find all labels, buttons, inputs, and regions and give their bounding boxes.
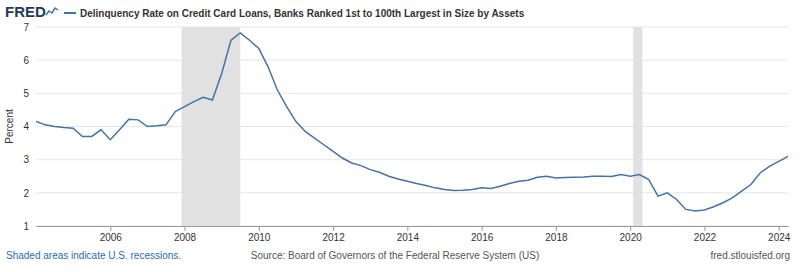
x-tick: 2024 [768, 226, 791, 243]
x-tick-label: 2024 [768, 232, 791, 243]
x-tick-label: 2014 [397, 232, 420, 243]
y-tick-label: 5 [23, 88, 29, 99]
grid-line [36, 93, 788, 94]
y-tick-label: 3 [23, 154, 29, 165]
x-tick-label: 2016 [471, 232, 494, 243]
grid-line [36, 27, 788, 28]
x-axis-line [37, 226, 789, 227]
x-tick-mark [630, 226, 631, 231]
plot-area: 2006 2008 2010 2012 2014 2016 2018 2020 2022 2024… [23, 22, 790, 243]
y-axis-title: Percent [4, 109, 15, 144]
y-tick: 2 [23, 188, 36, 199]
y-tick: 6 [23, 55, 36, 66]
x-tick-mark [779, 226, 780, 231]
x-tick-label: 2008 [174, 232, 197, 243]
x-tick-mark [556, 226, 557, 231]
x-tick: 2016 [471, 226, 494, 243]
x-axis: 2006 2008 2010 2012 2014 2016 2018 2020 2022 2024 [37, 226, 791, 243]
x-tick-mark [333, 226, 334, 231]
x-tick-label: 2012 [322, 232, 345, 243]
footer-note: Shaded areas indicate U.S. recessions. [6, 250, 181, 261]
grid-line [36, 192, 788, 193]
y-tick: 1 [23, 221, 36, 232]
y-axis-line [36, 28, 37, 227]
footer-note: fred.stlouisfed.org [711, 250, 791, 261]
legend-label: Delinquency Rate on Credit Card Loans, B… [80, 8, 525, 19]
y-tick-label: 4 [23, 121, 29, 132]
x-tick: 2014 [397, 226, 420, 243]
x-tick-mark [482, 226, 483, 231]
grid-line [36, 60, 788, 61]
grid-line [36, 159, 788, 160]
x-tick-label: 2018 [545, 232, 568, 243]
y-tick-label: 7 [23, 22, 29, 33]
grid-line [36, 226, 788, 227]
recession-band [182, 27, 241, 226]
y-tick: 5 [23, 88, 36, 99]
x-tick-mark [259, 226, 260, 231]
recession-band [633, 27, 642, 226]
y-axis: 1 2 3 4 5 6 7 [23, 22, 36, 232]
x-tick-mark [185, 226, 186, 231]
x-tick-label: 2010 [248, 232, 271, 243]
y-tick: 4 [23, 121, 36, 132]
y-tick-label: 2 [23, 188, 29, 199]
x-tick-label: 2022 [694, 232, 717, 243]
x-tick-mark [110, 226, 111, 231]
legend: Delinquency Rate on Credit Card Loans, B… [64, 8, 525, 19]
series-line [36, 33, 788, 211]
x-tick: 2008 [174, 226, 197, 243]
x-tick: 2006 [100, 226, 123, 243]
x-tick-label: 2020 [620, 232, 643, 243]
logo-text: FRED [5, 3, 46, 20]
x-tick: 2022 [694, 226, 717, 243]
y-tick-label: 6 [23, 55, 29, 66]
y-tick: 7 [23, 22, 36, 33]
logo: FRED [5, 3, 58, 20]
y-tick: 3 [23, 154, 36, 165]
legend-swatch [64, 12, 76, 14]
x-tick: 2020 [620, 226, 643, 243]
x-tick: 2012 [322, 226, 345, 243]
chart-svg: 2006 2008 2010 2012 2014 2016 2018 2020 2022 2024… [0, 0, 800, 272]
grid [36, 27, 788, 226]
marks [36, 27, 788, 226]
y-tick-label: 1 [23, 221, 29, 232]
x-tick-mark [407, 226, 408, 231]
footer-note: Source: Board of Governors of the Federa… [251, 250, 539, 261]
logo-icon [46, 8, 58, 15]
x-tick-label: 2006 [100, 232, 123, 243]
x-tick: 2018 [545, 226, 568, 243]
x-tick: 2010 [248, 226, 271, 243]
x-tick-mark [704, 226, 705, 231]
chart-container: 2006 2008 2010 2012 2014 2016 2018 2020 2022 2024… [0, 0, 800, 272]
